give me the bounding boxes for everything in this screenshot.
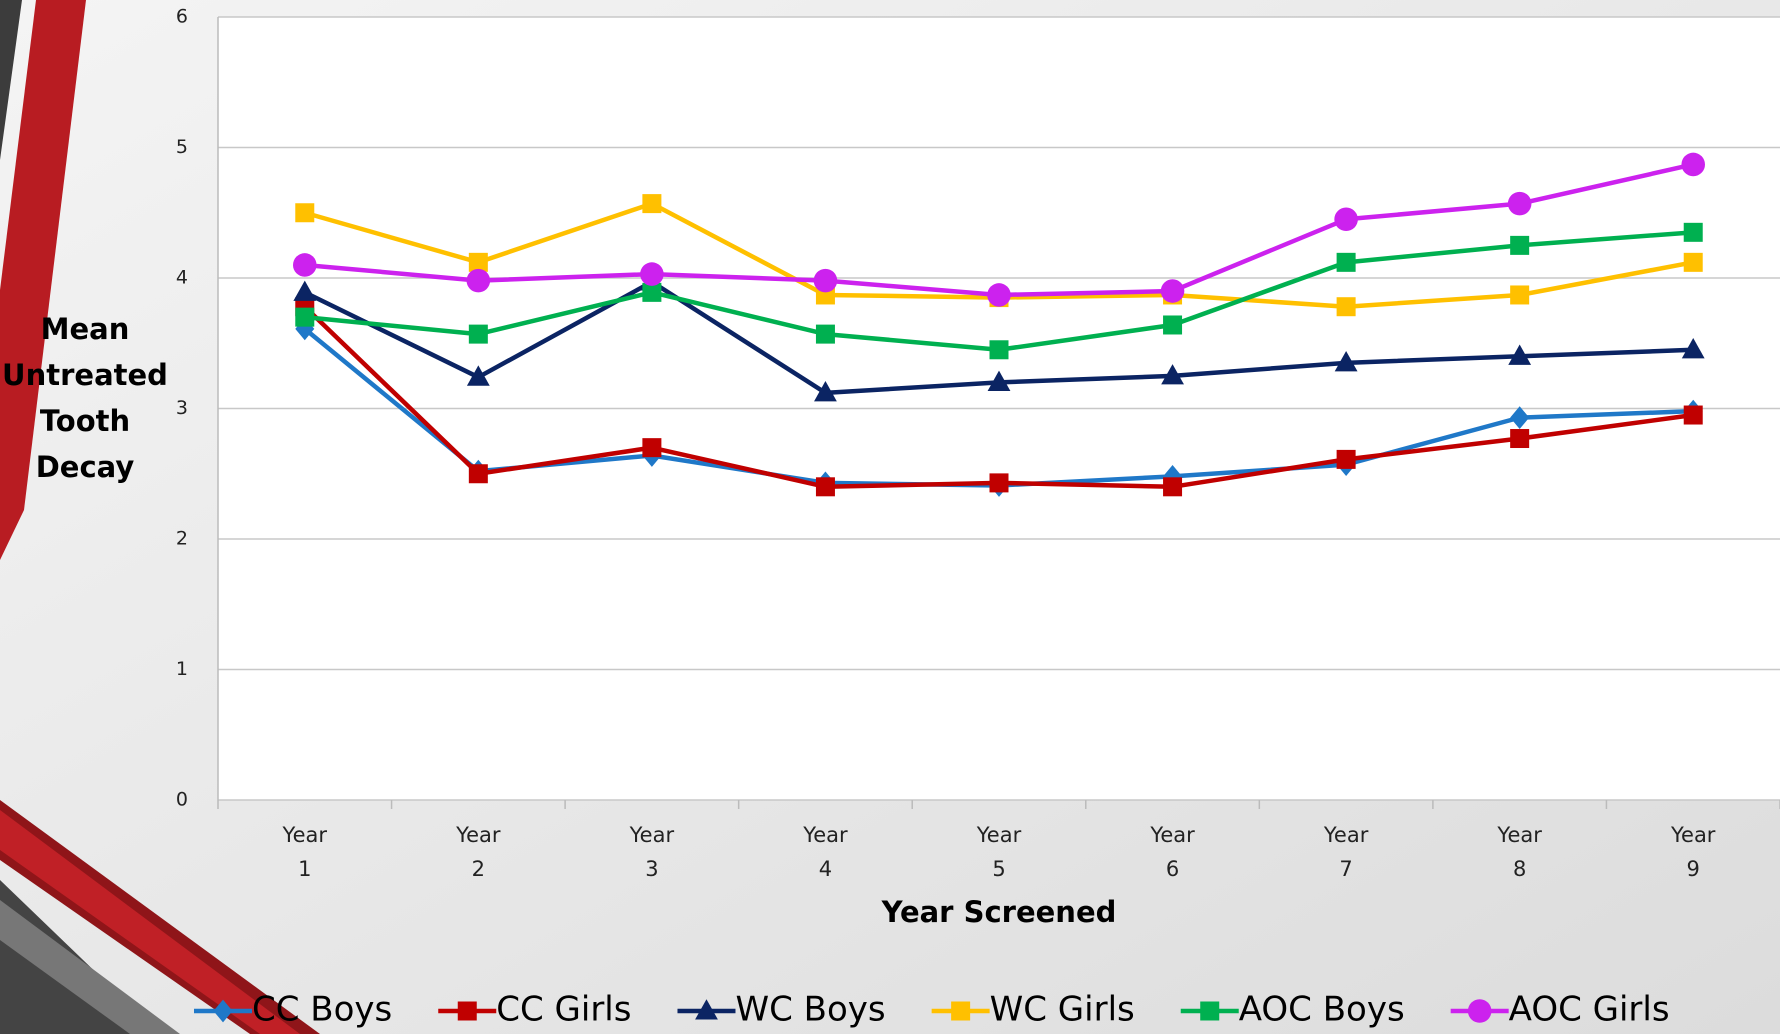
data-point: [1510, 235, 1530, 255]
data-point: [987, 283, 1011, 307]
x-tick-label: Year 9: [1670, 823, 1716, 881]
legend-marker: [695, 999, 718, 1020]
legend-text: AOC Boys: [1239, 990, 1405, 1030]
data-point: [1681, 152, 1706, 177]
y-tick-label: 3: [176, 397, 188, 419]
data-point: [466, 365, 490, 386]
legend-marker: [951, 1001, 971, 1021]
series: [292, 152, 1706, 307]
y-tick-label: 4: [176, 267, 188, 289]
legend-marker: [1467, 999, 1492, 1023]
x-tick-label: Year 4: [802, 823, 848, 881]
legend-text: WC Boys: [735, 990, 885, 1030]
data-point: [987, 370, 1011, 391]
data-point: [1683, 252, 1703, 272]
data-point: [1160, 279, 1185, 303]
legend-text: AOC Girls: [1509, 990, 1670, 1030]
legend-text: CC Girls: [496, 990, 631, 1030]
legend-item: WC Boys: [677, 990, 886, 1030]
series: [293, 270, 1705, 402]
x-tick-label: Year 8: [1496, 823, 1542, 881]
data-point: [1334, 207, 1358, 232]
data-point: [1336, 297, 1356, 317]
legend-marker: [213, 999, 233, 1023]
data-point: [295, 307, 315, 327]
x-tick-label: Year 5: [976, 823, 1022, 881]
data-point: [814, 381, 837, 402]
data-point: [815, 477, 835, 497]
data-point: [1163, 477, 1183, 497]
data-point: [292, 253, 317, 277]
x-tick-label: Year 6: [1149, 823, 1195, 881]
x-axis-title: Year Screened: [881, 895, 1117, 929]
legend-text: CC Boys: [252, 990, 392, 1030]
legend-marker: [457, 1001, 477, 1021]
data-point: [1510, 429, 1530, 449]
data-point: [815, 324, 835, 344]
data-point: [1161, 364, 1184, 385]
y-tick-label: 1: [176, 658, 188, 680]
x-tick-label: Year 1: [282, 823, 328, 881]
data-point: [642, 282, 662, 302]
data-point: [468, 252, 488, 272]
data-point: [468, 324, 488, 344]
data-point: [989, 473, 1009, 493]
legend-item: AOC Girls: [1450, 990, 1670, 1030]
legend-marker: [1200, 1001, 1220, 1021]
y-axis-title: Mean Untreated Tooth Decay: [2, 312, 168, 484]
data-point: [642, 438, 662, 458]
legend-item: CC Boys: [194, 990, 392, 1030]
series: [295, 222, 1703, 360]
decoration: [0, 0, 320, 1034]
data-point: [468, 464, 488, 484]
data-point: [1336, 252, 1356, 272]
data-point: [1507, 191, 1532, 216]
legend-item: AOC Boys: [1180, 990, 1405, 1030]
y-tick-label: 6: [176, 6, 188, 28]
data-point: [1336, 449, 1356, 469]
legend-item: WC Girls: [931, 990, 1135, 1030]
y-tick-label: 2: [176, 528, 188, 550]
x-tick-label: Year 2: [455, 823, 501, 881]
data-point: [1510, 406, 1530, 430]
data-point: [642, 194, 662, 214]
legend: CC Boys CC Girls WC Boys WC Girls AOC Boys AO…: [194, 990, 1670, 1030]
data-point: [1508, 344, 1532, 365]
legend-text: WC Girls: [990, 990, 1135, 1030]
x-tick-label: Year 3: [629, 823, 675, 881]
data-point: [1683, 222, 1703, 242]
y-tick-label: 5: [176, 136, 188, 158]
data-point: [813, 268, 838, 293]
data-point: [1334, 351, 1358, 372]
data-point: [466, 268, 491, 293]
data-point: [1510, 285, 1530, 305]
data-point: [293, 280, 317, 301]
y-tick-label: 0: [176, 789, 188, 811]
data-point: [989, 340, 1009, 360]
data-point: [1681, 337, 1705, 359]
data-point: [640, 262, 664, 286]
series-layer: [292, 152, 1706, 497]
legend-item: CC Girls: [438, 990, 631, 1030]
x-tick-label: Year 7: [1323, 823, 1369, 881]
data-point: [295, 203, 315, 223]
data-point: [1683, 405, 1703, 425]
data-point: [1163, 315, 1183, 335]
